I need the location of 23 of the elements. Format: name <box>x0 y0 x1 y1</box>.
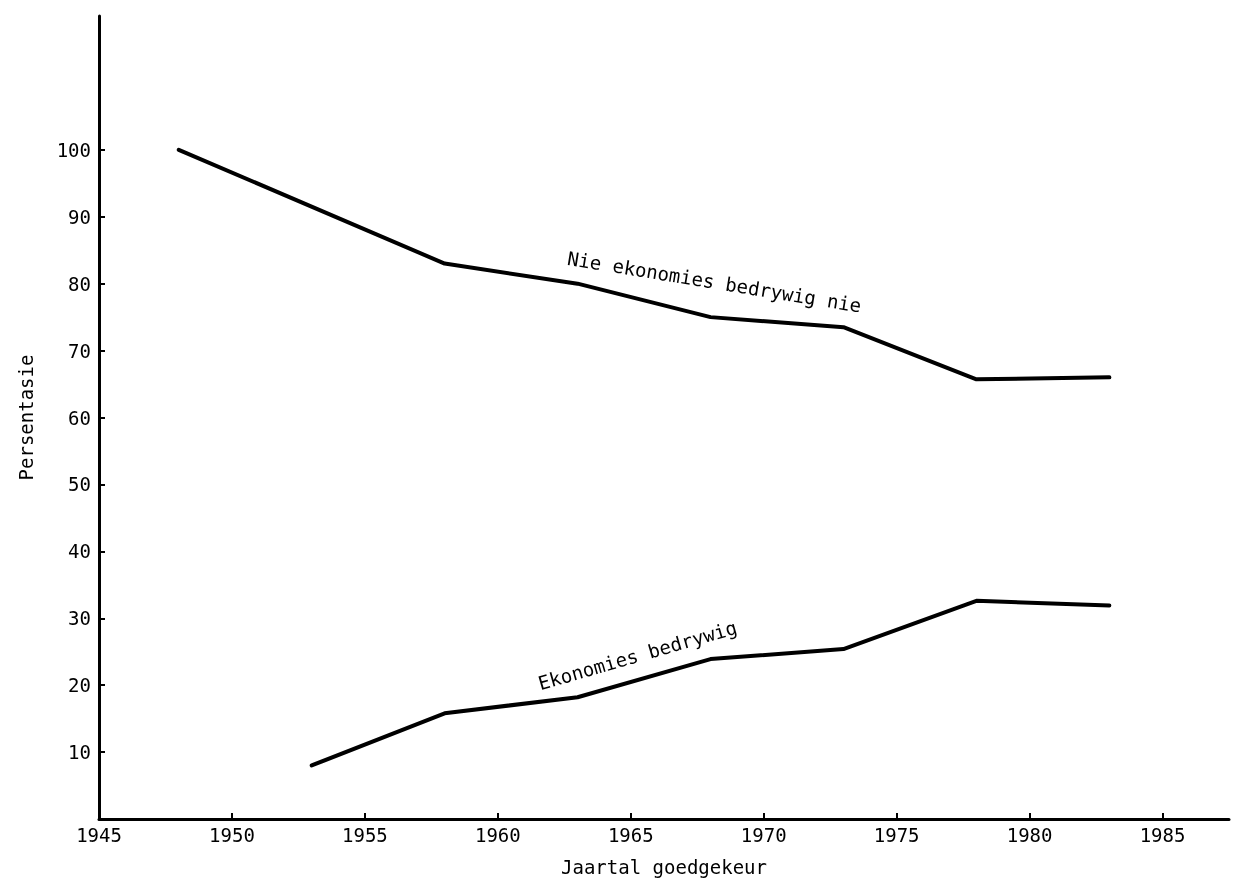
x-tick-label: 1960 <box>474 823 521 846</box>
x-tick-label: 1945 <box>76 823 122 846</box>
y-tick-label: 30 <box>68 607 91 630</box>
y-tick-label: 10 <box>68 741 91 764</box>
x-tick-label: 1965 <box>607 823 654 846</box>
y-tick-label: 60 <box>68 406 91 429</box>
y-tick-label: 50 <box>68 473 91 496</box>
x-tick-label: 1985 <box>1139 823 1186 846</box>
x-tick-label: 1980 <box>1006 823 1053 846</box>
x-tick-label: 1970 <box>740 823 787 846</box>
y-axis-title: Persentasie <box>14 354 37 481</box>
x-tick-label: 1975 <box>873 823 920 846</box>
x-axis-title: Jaartal goedgekeur <box>561 855 767 878</box>
line-series <box>176 147 1112 382</box>
line-series <box>309 598 1112 768</box>
y-tick-label: 20 <box>68 674 91 697</box>
y-tick-label: 100 <box>56 138 91 161</box>
y-tick-label: 70 <box>68 339 91 362</box>
y-tick-label: 40 <box>68 540 91 563</box>
x-tick-label: 1950 <box>209 823 255 846</box>
x-tick-label: 1955 <box>342 823 388 846</box>
y-tick-label: 80 <box>68 272 91 295</box>
y-tick-label: 90 <box>68 205 91 228</box>
